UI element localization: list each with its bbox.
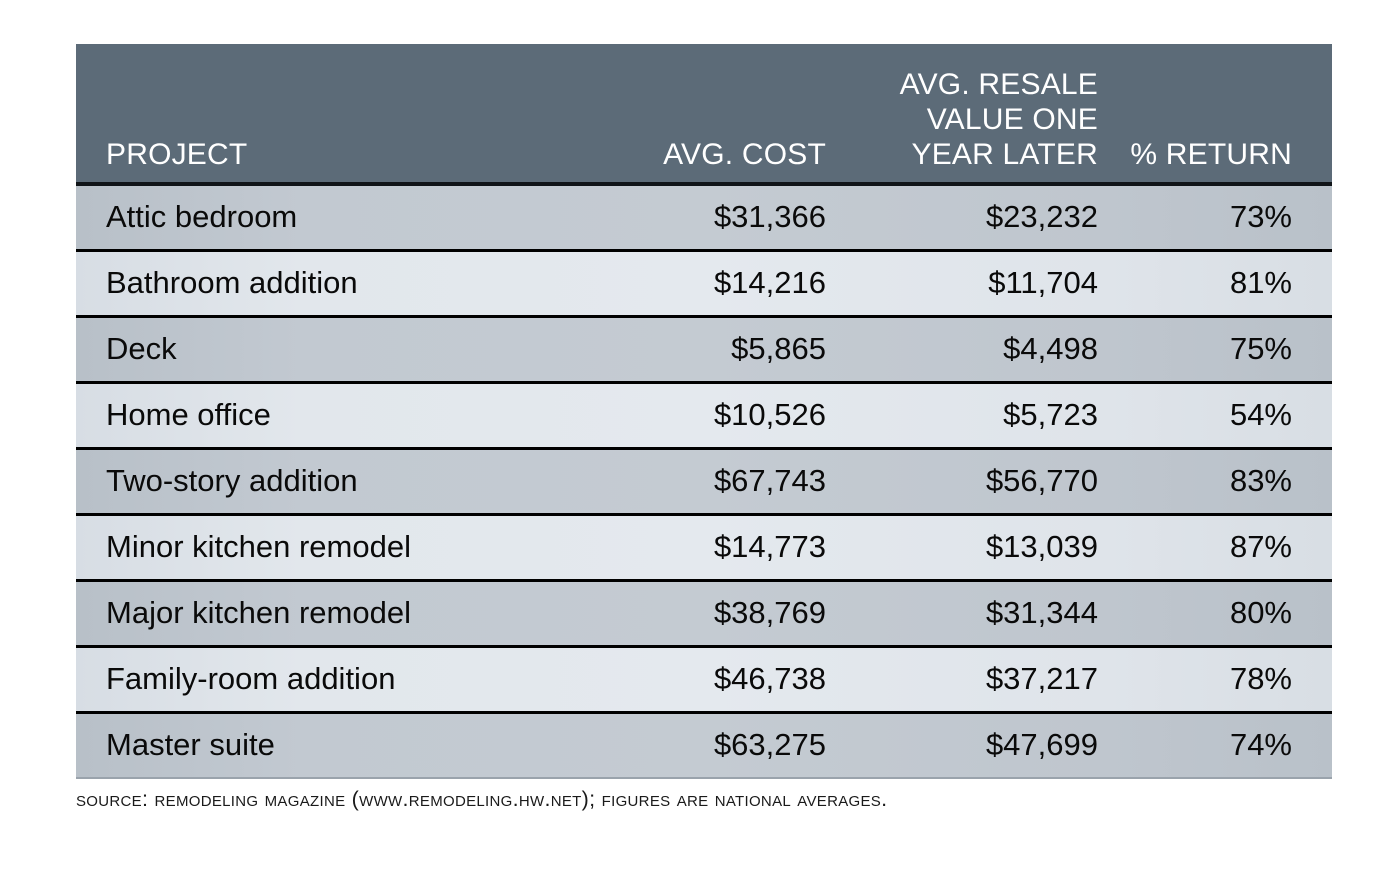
cell-avg-cost: $5,865: [544, 314, 840, 382]
column-header-resale-line-3: YEAR LATER: [911, 138, 1098, 171]
cell-percent-return: 80%: [1116, 578, 1332, 646]
table-row: Master suite $63,275 $47,699 74%: [76, 710, 1332, 779]
source-footnote: Source: Remodeling Magazine (www.remodel…: [76, 787, 888, 811]
cell-avg-resale: $47,699: [840, 710, 1116, 779]
column-header-resale-line-2: VALUE ONE: [926, 103, 1098, 136]
cell-avg-resale: $13,039: [840, 512, 1116, 580]
cell-project: Deck: [76, 314, 544, 382]
cell-avg-resale: $56,770: [840, 446, 1116, 514]
cell-percent-return: 54%: [1116, 380, 1332, 448]
cell-project: Major kitchen remodel: [76, 578, 544, 646]
cell-project: Family-room addition: [76, 644, 544, 712]
cell-avg-cost: $31,366: [544, 182, 840, 250]
cell-project: Master suite: [76, 710, 544, 779]
table-row: Family-room addition $46,738 $37,217 78%: [76, 644, 1332, 712]
cell-avg-cost: $63,275: [544, 710, 840, 779]
cell-percent-return: 81%: [1116, 248, 1332, 316]
cell-avg-cost: $46,738: [544, 644, 840, 712]
cell-avg-cost: $10,526: [544, 380, 840, 448]
cell-percent-return: 87%: [1116, 512, 1332, 580]
remodeling-roi-table-container: PROJECT AVG. COST AVG. RESALE VALUE ONE …: [76, 44, 1332, 779]
cell-percent-return: 83%: [1116, 446, 1332, 514]
table-header: PROJECT AVG. COST AVG. RESALE VALUE ONE …: [76, 44, 1332, 184]
cell-avg-resale: $23,232: [840, 182, 1116, 250]
column-header-avg-cost: AVG. COST: [544, 44, 840, 184]
cell-project: Minor kitchen remodel: [76, 512, 544, 580]
table-header-row: PROJECT AVG. COST AVG. RESALE VALUE ONE …: [76, 44, 1332, 184]
remodeling-roi-table: PROJECT AVG. COST AVG. RESALE VALUE ONE …: [76, 44, 1332, 779]
table-row: Home office $10,526 $5,723 54%: [76, 380, 1332, 448]
table-row: Attic bedroom $31,366 $23,232 73%: [76, 182, 1332, 250]
cell-project: Home office: [76, 380, 544, 448]
cell-avg-resale: $11,704: [840, 248, 1116, 316]
table-row: Deck $5,865 $4,498 75%: [76, 314, 1332, 382]
cell-percent-return: 74%: [1116, 710, 1332, 779]
cell-avg-resale: $37,217: [840, 644, 1116, 712]
cell-avg-resale: $31,344: [840, 578, 1116, 646]
cell-avg-cost: $14,216: [544, 248, 840, 316]
table-row: Major kitchen remodel $38,769 $31,344 80…: [76, 578, 1332, 646]
cell-project: Bathroom addition: [76, 248, 544, 316]
cell-percent-return: 73%: [1116, 182, 1332, 250]
table-row: Two-story addition $67,743 $56,770 83%: [76, 446, 1332, 514]
cell-project: Attic bedroom: [76, 182, 544, 250]
cell-percent-return: 78%: [1116, 644, 1332, 712]
cell-avg-cost: $67,743: [544, 446, 840, 514]
column-header-resale-line-1: AVG. RESALE: [899, 68, 1098, 101]
cell-avg-cost: $38,769: [544, 578, 840, 646]
column-header-avg-resale-value: AVG. RESALE VALUE ONE YEAR LATER: [840, 44, 1116, 184]
table-row: Bathroom addition $14,216 $11,704 81%: [76, 248, 1332, 316]
cell-avg-resale: $4,498: [840, 314, 1116, 382]
column-header-percent-return: % RETURN: [1116, 44, 1332, 184]
cell-avg-resale: $5,723: [840, 380, 1116, 448]
cell-project: Two-story addition: [76, 446, 544, 514]
table-body: Attic bedroom $31,366 $23,232 73% Bathro…: [76, 182, 1332, 779]
cell-avg-cost: $14,773: [544, 512, 840, 580]
cell-percent-return: 75%: [1116, 314, 1332, 382]
table-row: Minor kitchen remodel $14,773 $13,039 87…: [76, 512, 1332, 580]
column-header-project: PROJECT: [76, 44, 544, 184]
